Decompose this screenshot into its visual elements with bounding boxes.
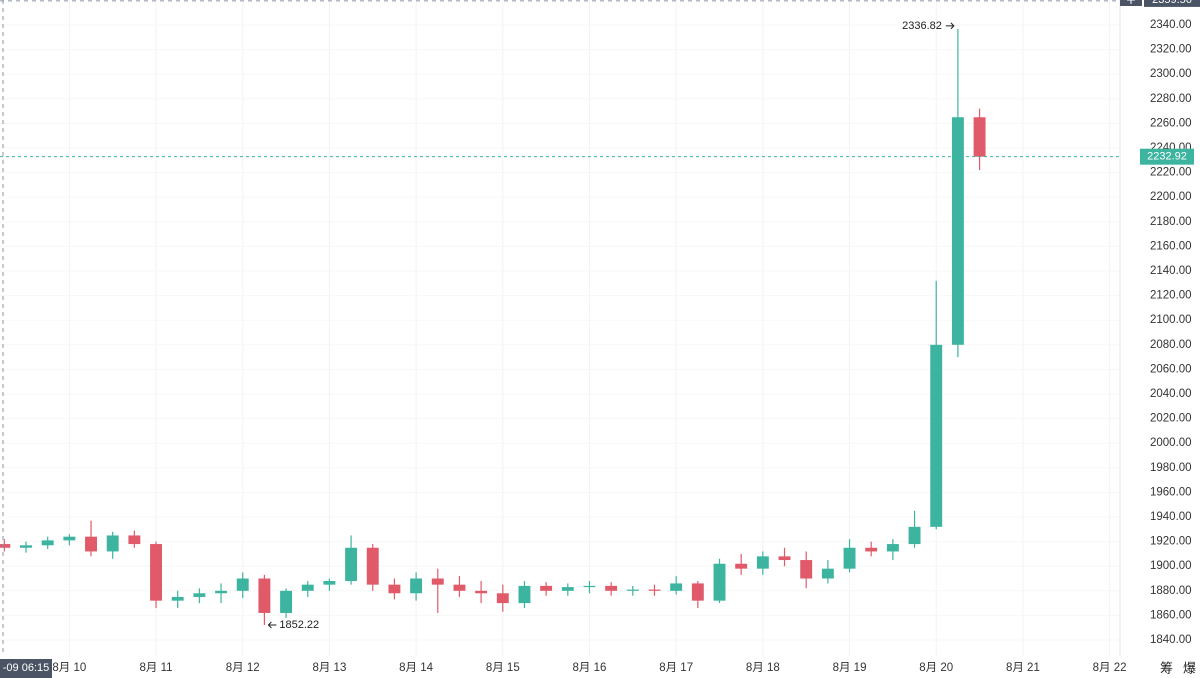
candle-body [171,596,184,601]
y-tick-label: 2280.00 [1150,93,1192,105]
y-tick-label: 2100.00 [1150,314,1192,326]
candle-body [756,556,769,569]
y-tick-label: 2340.00 [1150,19,1192,31]
liquidation-icon[interactable]: 爆 [1183,660,1196,675]
candle-body [648,589,661,591]
x-tick-label: 8月 21 [1006,662,1040,674]
x-tick-label: 8月 11 [140,662,173,674]
last-price-label: 2232.92 [1147,151,1187,163]
y-tick-label: 2320.00 [1150,44,1192,56]
x-tick-label: 8月 14 [399,662,433,674]
last-price-box [1140,148,1194,165]
x-tick-label: 8月 22 [1093,662,1127,674]
y-tick-label: 1920.00 [1150,536,1192,548]
candle-body [821,568,834,579]
candle-body [41,540,54,546]
y-tick-label: 1860.00 [1150,609,1192,621]
candle-body [345,547,358,581]
y-tick-label: 2080.00 [1150,339,1192,351]
candle-body [735,563,748,569]
candle-body [670,583,683,591]
y-tick-label: 1840.00 [1150,634,1192,646]
candle-body [886,544,899,552]
candle-body [496,593,509,604]
annotation-arrow [267,621,277,629]
candle-body [0,544,11,548]
x-tick-label: 8月 17 [659,662,693,674]
y-tick-label: 1980.00 [1150,462,1192,474]
y-tick-label: 2040.00 [1150,388,1192,400]
y-tick-label: 2000.00 [1150,437,1192,449]
x-tick-label: 8月 18 [746,662,780,674]
y-tick-label: 2120.00 [1150,290,1192,302]
y-tick-label: 1960.00 [1150,486,1192,498]
candle-body [215,590,228,594]
x-tick-label: 8月 16 [573,662,607,674]
y-tick-label: 2020.00 [1150,413,1192,425]
candle-body [193,593,206,597]
x-tick-label: 8月 20 [919,662,953,674]
candle-body [431,578,444,585]
plot-area [0,0,1111,656]
y-tick-label: 2160.00 [1150,240,1192,252]
crosshair-price-label: 2359.56 [1152,0,1192,6]
candle-body [583,585,596,588]
candle-body [540,585,553,591]
x-tick-label: 8月 13 [312,662,346,674]
annotation-arrow [945,22,955,30]
y-tick-label: 2200.00 [1150,191,1192,203]
y-tick-label: 2060.00 [1150,363,1192,375]
candle-body [930,344,943,527]
candle-body [301,584,314,591]
candle-body [258,578,271,613]
y-tick-label: 2300.00 [1150,68,1192,80]
low-annotation: 1852.22 [279,619,319,631]
candle-body [280,590,293,613]
crosshair-time-box [0,659,52,678]
price-axis-bg [1120,0,1200,678]
candle-body [236,578,249,591]
y-tick-label: 1900.00 [1150,560,1192,572]
candle-body [843,547,856,569]
candle-body [691,583,704,601]
candle-body [323,580,336,585]
candle-body [475,590,488,594]
candle-body [865,547,878,552]
candle-body [63,536,76,541]
candle-body [973,117,986,157]
candle-body [713,563,726,601]
y-tick-label: 2180.00 [1150,216,1192,228]
candle-body [106,535,119,552]
candle-body [561,587,574,591]
candle-body [20,545,32,548]
candle-body [453,584,466,591]
candle-body [605,585,618,591]
candle-body [410,578,423,594]
candle-body [518,585,531,604]
candle-body [366,547,379,585]
high-annotation: 2336.82 [902,20,942,32]
candle-body [150,544,162,601]
candle-body [951,117,964,345]
chip-icon[interactable]: 筹 [1160,660,1173,675]
crosshair-price-box [1144,0,1200,7]
x-tick-label: 8月 15 [486,662,520,674]
x-tick-label: 8月 12 [226,662,260,674]
candle-body [800,560,813,579]
candle-body [626,589,639,591]
crosshair-time-label: -09 06:15 [3,662,49,674]
y-tick-label: 2220.00 [1150,167,1192,179]
y-tick-label: 1940.00 [1150,511,1192,523]
y-tick-label: 2140.00 [1150,265,1192,277]
candle-body [908,526,921,545]
candle-body [128,535,141,545]
candle-body [85,536,97,552]
candle-body [388,584,401,594]
y-tick-label: 1880.00 [1150,585,1192,597]
x-tick-label: 8月 10 [52,662,86,674]
candle-body [778,556,791,561]
y-tick-label: 2260.00 [1150,117,1192,129]
x-tick-label: 8月 19 [833,662,867,674]
